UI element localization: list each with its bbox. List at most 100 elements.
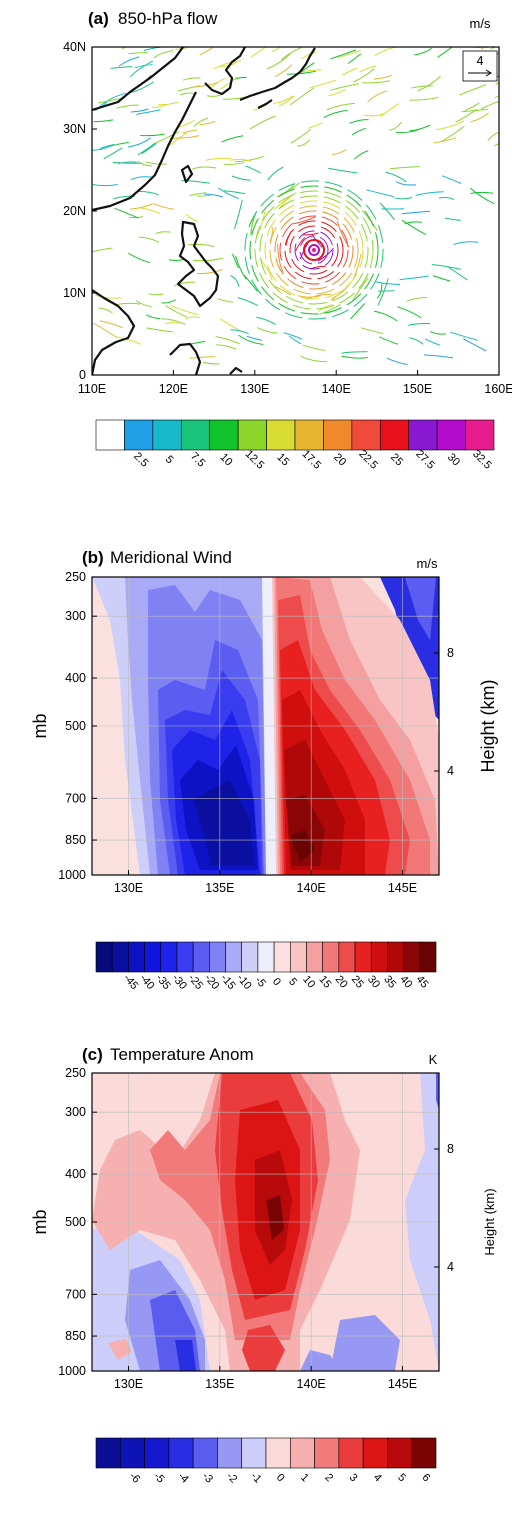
colorbar-tick-label: 40 — [397, 974, 414, 991]
cyclone-ring — [244, 180, 384, 320]
tanom-neg-6 — [300, 1350, 340, 1371]
streamline — [127, 137, 152, 148]
panel-b-tag: (b) — [82, 548, 104, 567]
streamline — [350, 303, 365, 320]
streamline — [288, 335, 302, 345]
panel-c-tag: (c) — [82, 1045, 103, 1064]
coastlines — [92, 47, 316, 375]
colorbar-tick-label: 10 — [300, 974, 317, 991]
colorbar-tick-label: 25 — [388, 451, 405, 468]
colorbar-tick-label: -35 — [153, 972, 172, 992]
colorbar-swatch — [419, 941, 437, 973]
streamline — [330, 49, 357, 60]
colorbar-swatch — [289, 1437, 315, 1469]
streamline — [116, 104, 139, 109]
streamline — [461, 108, 488, 113]
streamline — [437, 47, 453, 58]
streamline — [341, 351, 368, 354]
streamline — [273, 192, 297, 210]
streamline — [189, 356, 216, 359]
colorbar-swatch — [241, 1437, 267, 1469]
y2-tick-label: 8 — [447, 1142, 454, 1156]
colorbar-swatch — [266, 419, 296, 451]
streamline — [188, 243, 215, 248]
colorbar-tick-label: 0 — [270, 976, 283, 988]
colorbar-tick-label: 20 — [331, 451, 348, 468]
y-tick-label: 700 — [65, 1287, 86, 1301]
vwind-pos-9 — [290, 830, 315, 862]
x-tick-label: 140E — [297, 881, 326, 895]
streamline — [481, 47, 486, 50]
streamline — [450, 331, 479, 341]
streamline — [230, 274, 240, 288]
streamline — [271, 47, 282, 53]
streamline — [401, 210, 430, 215]
y-tick-label: 500 — [65, 1215, 86, 1229]
streamline — [354, 150, 369, 160]
colorbar-swatch — [209, 941, 226, 973]
panel-a: (a) 850-hPa flow m/s — [63, 9, 512, 472]
streamline — [235, 255, 247, 280]
streamline — [92, 322, 118, 338]
streamline — [140, 133, 165, 137]
streamline — [204, 193, 224, 198]
streamline — [351, 128, 367, 136]
x-tick-label: 110E — [78, 382, 106, 396]
streamline — [328, 167, 358, 174]
colorbar-swatch — [273, 941, 291, 973]
streamline — [165, 322, 180, 325]
streamline — [199, 47, 215, 56]
streamline — [98, 307, 113, 314]
streamline — [192, 166, 217, 170]
streamline — [146, 327, 173, 333]
streamline — [129, 203, 153, 210]
streamline — [404, 221, 422, 225]
streamline — [175, 47, 191, 50]
colorbar-swatch — [387, 1437, 413, 1469]
streamline — [279, 196, 291, 208]
y2-tick-label: 4 — [447, 764, 454, 778]
streamline — [424, 338, 441, 346]
streamline — [374, 310, 398, 322]
colorbar-tick-label: 0 — [274, 1471, 287, 1484]
cyclone-ring — [299, 235, 329, 265]
streamline — [118, 56, 140, 67]
colorbar-tick-label: -10 — [234, 972, 253, 992]
streamline — [250, 47, 267, 58]
streamline — [181, 180, 210, 184]
streamline — [302, 232, 319, 236]
map-background — [92, 47, 499, 375]
x-tick-label: 135E — [205, 1377, 234, 1391]
tanom-neg-4 — [175, 1340, 196, 1371]
streamline — [92, 145, 112, 151]
y-tick-label: 250 — [65, 1066, 86, 1080]
streamline — [406, 296, 427, 302]
streamline — [495, 81, 499, 86]
streamline — [182, 77, 201, 81]
streamline — [146, 314, 160, 320]
streamline — [189, 192, 206, 197]
streamline — [414, 47, 432, 56]
tanom-neg-5 — [330, 1315, 400, 1371]
streamline — [301, 51, 318, 59]
colorbar-tick-label: -5 — [151, 1470, 166, 1485]
streamline — [444, 217, 461, 221]
cyclone-ring — [284, 220, 344, 280]
y-tick-label: 400 — [65, 671, 86, 685]
cyclone-ring — [259, 195, 369, 305]
streamline — [148, 293, 164, 296]
coastline-korea — [204, 47, 246, 96]
y-tick-label: 0 — [79, 368, 86, 382]
cyclone-ring — [279, 215, 349, 285]
streamline — [433, 275, 451, 282]
x-tick-label: 150E — [403, 382, 432, 396]
streamline — [378, 336, 399, 345]
colorbar-swatch — [265, 1437, 291, 1469]
streamline — [431, 264, 462, 270]
streamline — [139, 190, 159, 196]
cyclone-ring — [294, 230, 334, 270]
streamline — [278, 95, 295, 107]
streamline — [290, 87, 315, 106]
colorbar-swatch — [160, 941, 178, 973]
y2-tick-label: 4 — [447, 1260, 454, 1274]
